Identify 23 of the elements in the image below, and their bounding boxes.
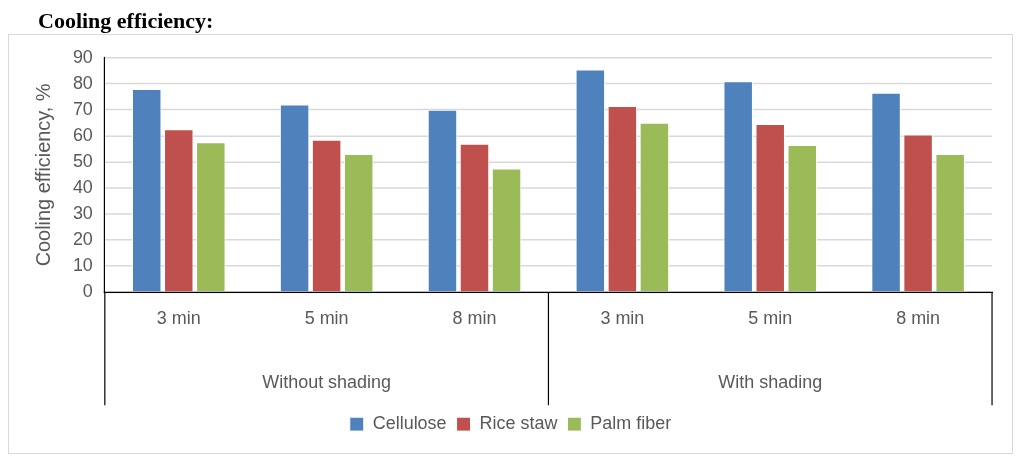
legend-label: Rice staw xyxy=(479,413,558,434)
x-tick-label: 5 min xyxy=(748,307,793,328)
text: With shading xyxy=(718,372,823,393)
y-tick-label: 0 xyxy=(82,281,93,302)
y-tick-label: 30 xyxy=(72,202,93,223)
x-tick-label: 8 min xyxy=(452,307,497,328)
text: Without shading xyxy=(262,372,391,393)
y-tick-label: 10 xyxy=(72,255,93,276)
y-tick-label: 50 xyxy=(72,150,93,171)
x-tick-label: 5 min xyxy=(304,307,349,328)
y-tick-label: 20 xyxy=(72,229,93,249)
y-tick-label: 80 xyxy=(72,72,93,93)
x-tick-label: 3 min xyxy=(156,307,201,328)
chart-title: Cooling efficiency: xyxy=(38,8,215,34)
x-tick-label: 3 min xyxy=(600,307,645,328)
y-tick-label: 70 xyxy=(72,98,93,119)
y-tick-label: 60 xyxy=(72,124,93,145)
x-tick-label: 8 min xyxy=(896,307,941,328)
y-tick-label: 90 xyxy=(72,46,93,67)
legend-label: Palm fiber xyxy=(590,413,672,434)
legend-label: Cellulose xyxy=(372,413,447,434)
y-axis-title: Cooling efficiency, % xyxy=(32,83,55,267)
y-tick-label: 40 xyxy=(72,176,93,197)
